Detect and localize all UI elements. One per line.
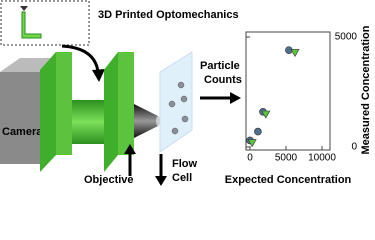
camera-body [0,72,42,164]
inset-box [0,0,90,46]
arrow [61,44,100,73]
figure: 3D Printed Optomechanics Camera Objectiv… [0,0,372,186]
flow-label: Flow [172,158,197,170]
y-tick-label: 0 [351,142,357,153]
x-tick-label: 10000 [308,153,336,164]
cell-label: Cell [172,172,192,184]
x-axis-title: Expected Concentration [225,174,352,186]
nozzle-icon [20,6,28,11]
print-icon [21,11,42,39]
arrow-head [155,176,167,186]
title: 3D Printed Optomechanics [98,9,239,21]
x-tick-label: 0 [247,153,253,164]
point [261,110,271,119]
plate [40,52,56,172]
y-axis-title: Measured Concentration [360,25,372,154]
objective [134,104,158,138]
particle-label: Particle [200,60,240,72]
y-tick-label: 5000 [335,32,358,43]
counts-label: Counts [204,74,242,86]
camera-label: Camera [2,126,43,138]
plate-face [118,52,134,155]
plot-frame [245,31,331,151]
point [254,127,262,136]
particles [168,81,189,135]
plate [104,52,118,172]
arrow-head [124,144,136,154]
arrow-head [92,69,105,82]
plate-face [56,52,72,155]
lens [156,116,160,126]
point [247,139,257,148]
objective-label: Objective [84,174,134,186]
point [290,49,300,58]
arrow-head [230,92,241,104]
flow-cell [159,51,193,153]
x-tick-label: 5000 [275,153,298,164]
